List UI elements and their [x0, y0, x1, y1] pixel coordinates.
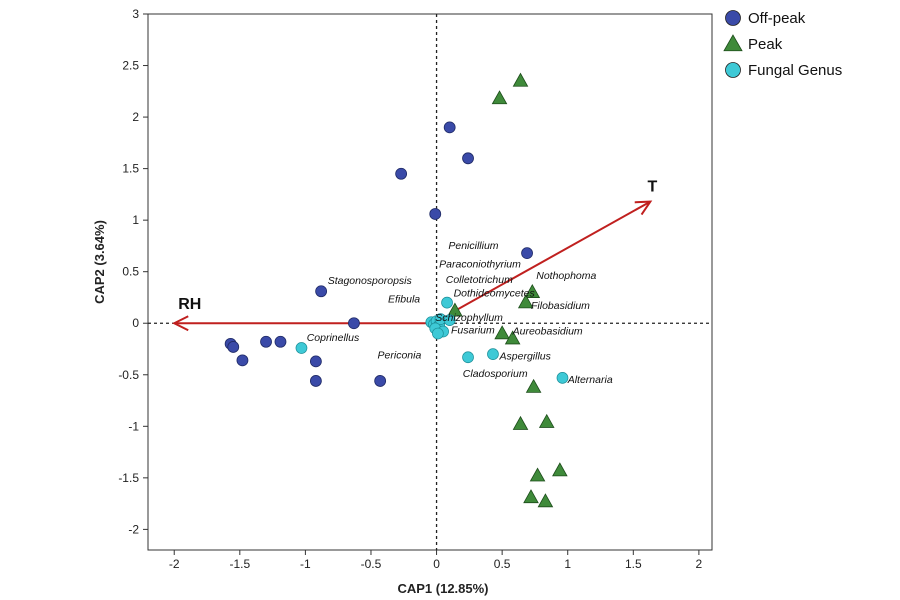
- offpeak-point: [309, 355, 322, 368]
- genus-point: [462, 351, 474, 364]
- y-tick-label: 0.5: [122, 265, 139, 279]
- offpeak-point: [260, 335, 272, 348]
- genus-point: [443, 314, 456, 326]
- x-tick-label: 1: [564, 557, 571, 571]
- y-tick-label: -1.5: [118, 471, 139, 485]
- peak-point: [504, 330, 521, 345]
- x-tick-label: -2: [169, 557, 180, 571]
- vector-arrow-t: [454, 200, 651, 312]
- y-tick-label: -2: [128, 522, 139, 536]
- genus-label-colletotrichum: Colletotrichum: [446, 274, 513, 286]
- offpeak-point: [462, 152, 474, 165]
- legend: Off-peak Peak Fungal Genus: [723, 10, 842, 79]
- genus-label-efibula: Efibula: [388, 294, 420, 306]
- x-tick-label: 0: [433, 557, 440, 571]
- x-tick-label: -0.5: [361, 557, 382, 571]
- genus-label-filobasidium: Filobasidium: [531, 300, 590, 312]
- genus-label-fusarium: Fusarium: [451, 325, 495, 337]
- vector-arrowhead-t: [634, 200, 653, 216]
- genus-label-aspergillus: Aspergillus: [499, 350, 552, 362]
- offpeak-point: [429, 208, 442, 220]
- offpeak-point: [236, 354, 249, 367]
- y-tick-label: -0.5: [118, 368, 139, 382]
- peak-point: [517, 294, 534, 309]
- vector-label-rh: RH: [178, 296, 201, 313]
- reference-lines: [148, 14, 712, 550]
- x-tick-label: -1: [300, 557, 311, 571]
- environmental-vectors: T RH: [171, 179, 657, 332]
- genus-label-schizophyllum: Schizophyllum: [435, 312, 503, 324]
- peak-point: [523, 489, 539, 504]
- peak-point: [512, 415, 529, 430]
- offpeak-point: [348, 317, 360, 330]
- vector-arrowhead-rh: [171, 315, 189, 332]
- legend-label-fungal-genus: Fungal Genus: [748, 62, 842, 79]
- offpeak-point: [227, 341, 240, 353]
- legend-marker-fungal-genus: [725, 62, 741, 78]
- genus-point: [441, 296, 453, 309]
- legend-label-peak: Peak: [748, 36, 783, 53]
- peak-point: [552, 462, 568, 477]
- x-tick-label: 2: [696, 557, 703, 571]
- y-axis-title: CAP2 (3.64%): [92, 220, 107, 304]
- genus-label-dothideomycetes: Dothideomycetes: [454, 287, 536, 299]
- genus-point: [556, 372, 569, 384]
- x-tick-label: 1.5: [625, 557, 642, 571]
- peak-point: [512, 72, 529, 87]
- genus-point: [487, 348, 499, 361]
- x-axis-title: CAP1 (12.85%): [397, 581, 488, 596]
- offpeak-point: [309, 375, 322, 387]
- y-tick-label: -1: [128, 419, 139, 433]
- legend-marker-off-peak: [725, 10, 741, 26]
- peak-point: [525, 378, 542, 393]
- genus-label-alternaria: Alternaria: [567, 374, 613, 386]
- peak-point: [494, 325, 510, 340]
- data-points: [224, 72, 569, 508]
- y-tick-label: 0: [132, 316, 139, 330]
- genus-label-paraconiothyrium: Paraconiothyrium: [439, 259, 521, 271]
- y-tick-label: 1: [132, 213, 139, 227]
- offpeak-point: [443, 121, 456, 134]
- peak-point: [524, 283, 541, 298]
- y-tick-label: 2.5: [122, 59, 139, 73]
- offpeak-point: [374, 375, 387, 387]
- plot-frame: [147, 13, 713, 551]
- genus-point: [295, 342, 308, 354]
- peak-point: [447, 302, 463, 317]
- genus-point: [432, 327, 444, 340]
- peak-point: [491, 90, 508, 105]
- peak-point: [529, 467, 546, 482]
- genus-label-periconia: Periconia: [378, 349, 422, 361]
- genus-label-coprinellus: Coprinellus: [307, 332, 360, 344]
- offpeak-point: [395, 167, 408, 180]
- x-tick-label: -1.5: [229, 557, 250, 571]
- offpeak-point: [521, 247, 533, 260]
- x-tick-label: 0.5: [494, 557, 511, 571]
- peak-point: [538, 413, 555, 428]
- genus-label-aureobasidium: Aureobasidium: [512, 326, 583, 338]
- genus-label-nothophoma: Nothophoma: [536, 270, 596, 282]
- offpeak-point: [274, 335, 287, 348]
- offpeak-point: [315, 285, 328, 298]
- peak-point: [537, 493, 554, 508]
- y-tick-label: 3: [132, 7, 139, 21]
- genus-label-stagonosporopsis: Stagonosporopsis: [328, 275, 413, 287]
- legend-label-off-peak: Off-peak: [748, 10, 806, 27]
- vector-label-t: T: [647, 179, 657, 196]
- genus-label-cladosporium: Cladosporium: [463, 368, 528, 380]
- genus-labels: Penicillium Paraconiothyrium Nothophoma Sta…: [307, 240, 613, 386]
- legend-marker-peak: [723, 34, 743, 52]
- axes: -2 -1.5 -1 -0.5 0 0.5 1 1.5 2 -2 -1.5 -1 -0.5 0 0.5 1 1.…: [118, 7, 713, 571]
- y-tick-label: 1.5: [122, 162, 139, 176]
- y-tick-label: 2: [132, 110, 139, 124]
- genus-label-penicillium: Penicillium: [448, 240, 498, 252]
